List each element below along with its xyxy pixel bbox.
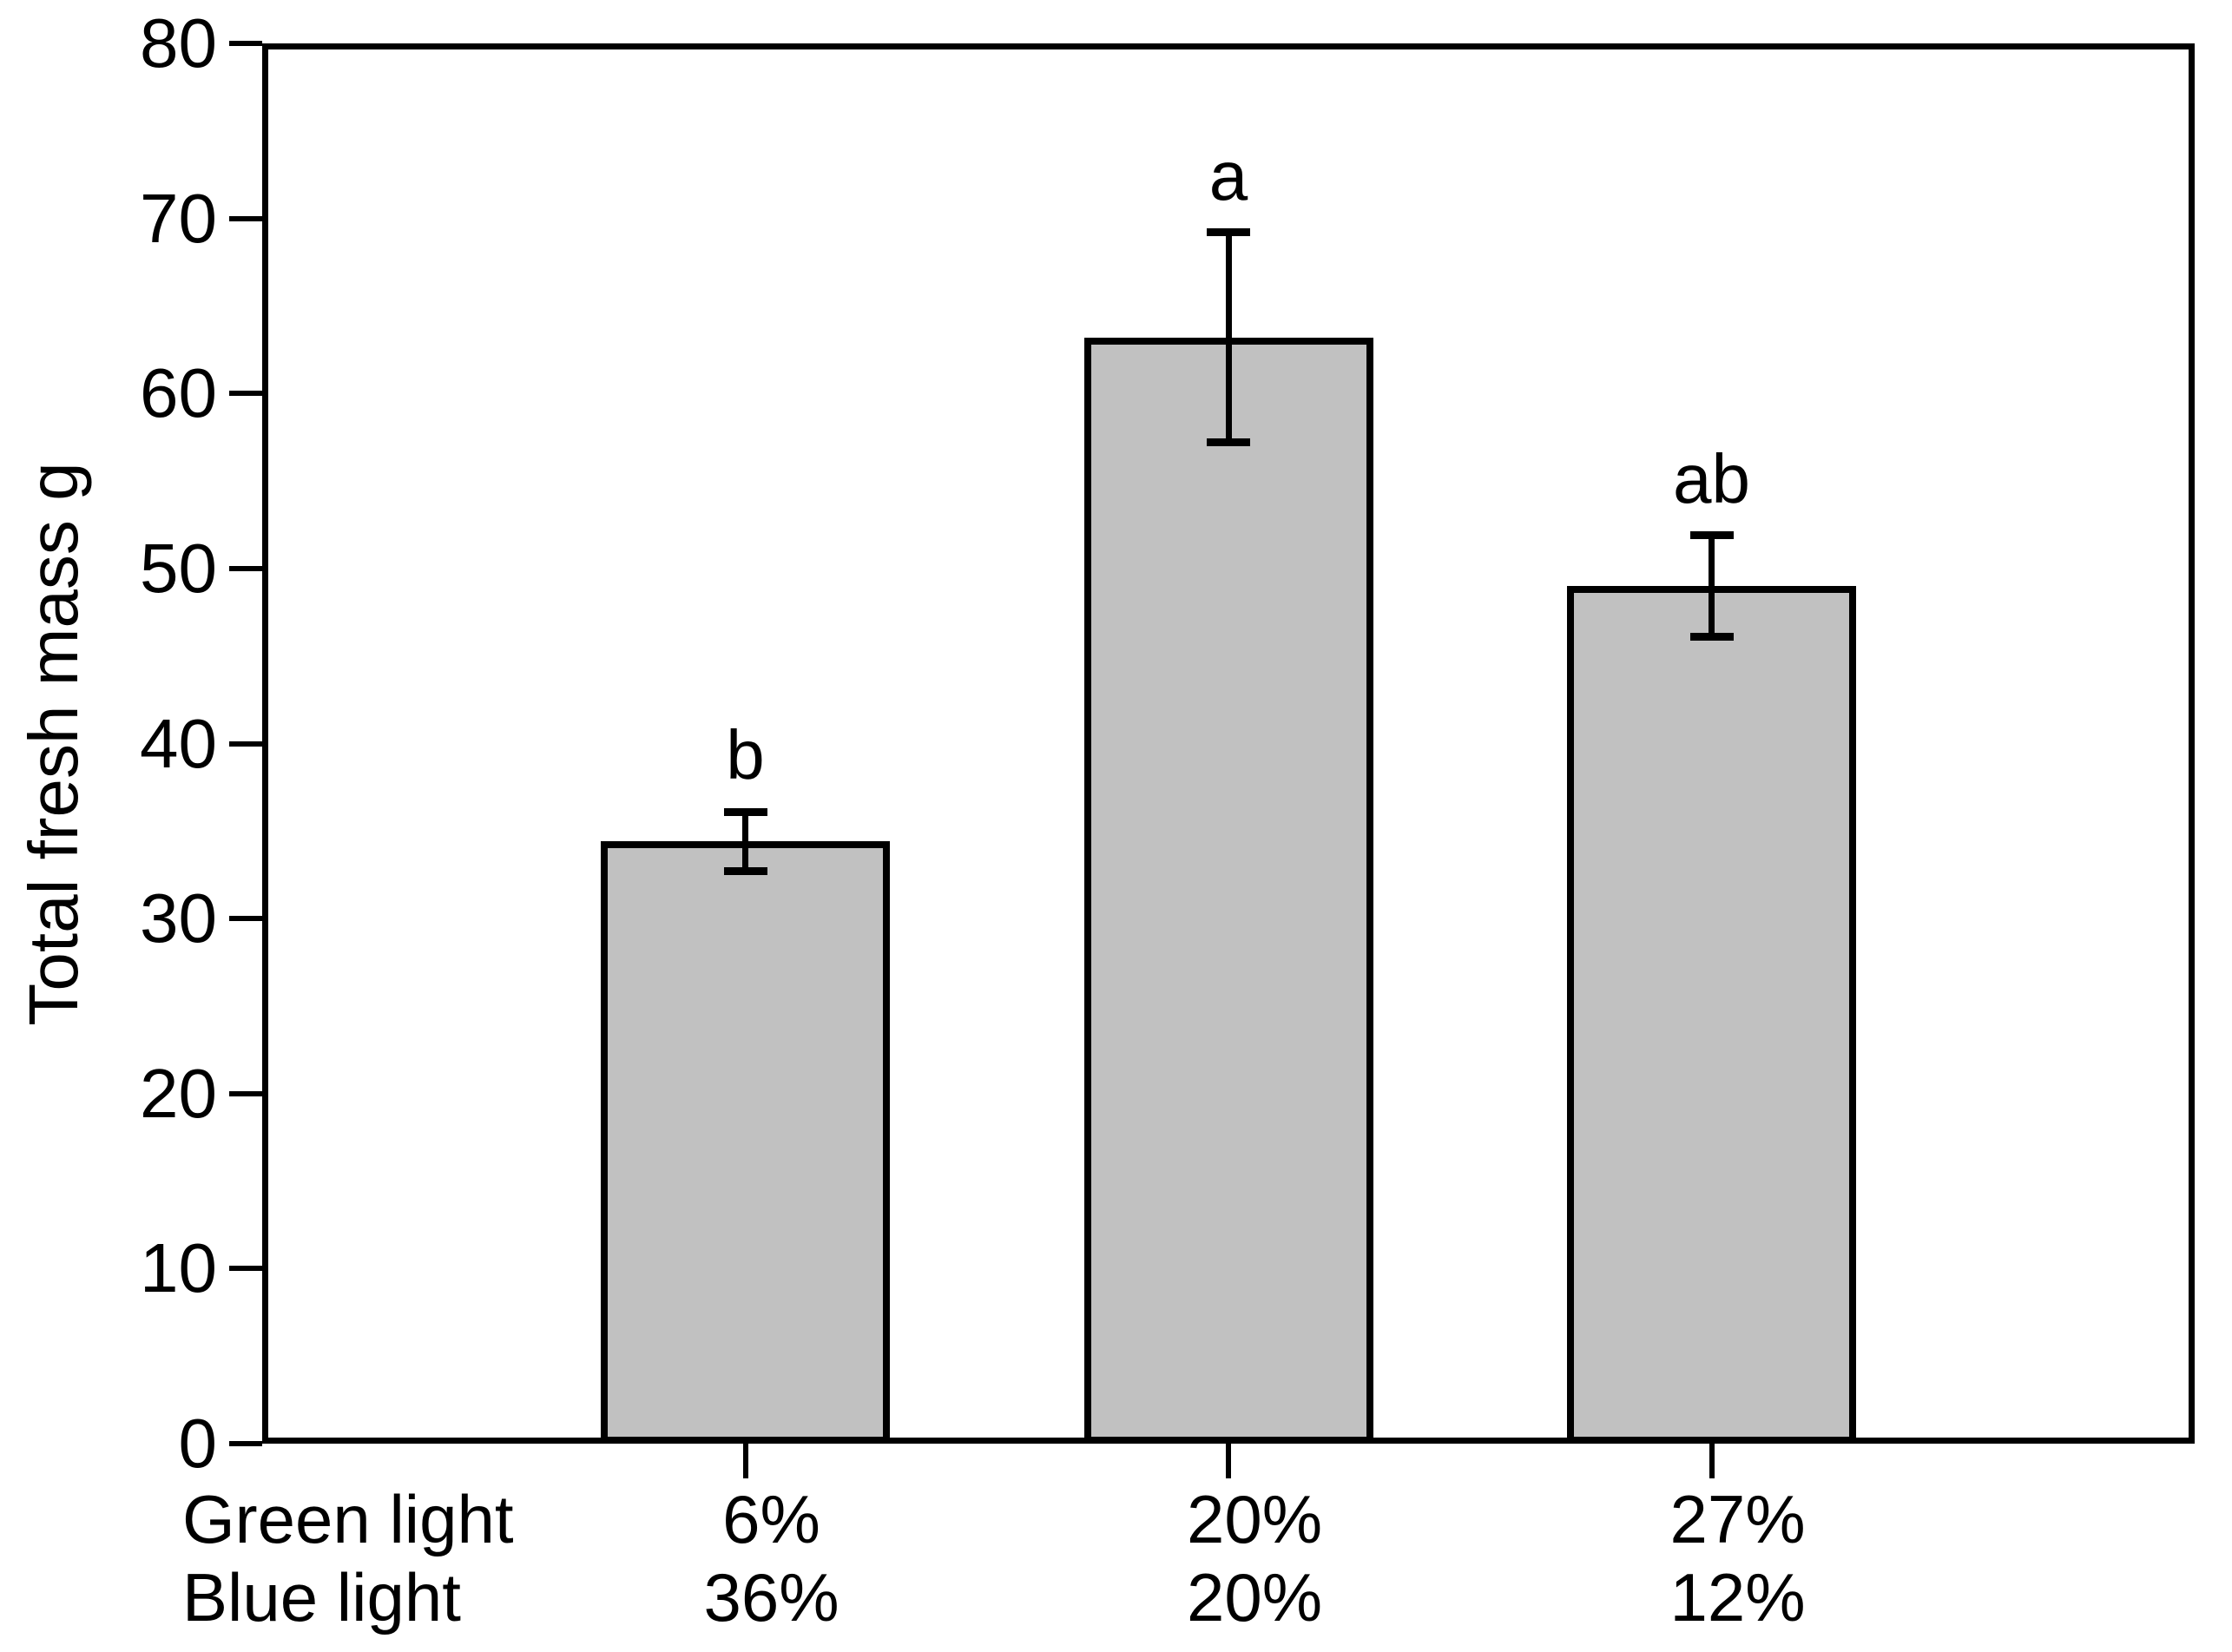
x-axis-tick	[742, 1444, 748, 1478]
bar	[601, 841, 890, 1444]
significance-letter: a	[1208, 136, 1248, 214]
x-axis-value: 20%	[1186, 1559, 1323, 1636]
y-axis-tick	[229, 1090, 262, 1096]
x-axis-row-label: Blue light	[182, 1559, 461, 1636]
x-axis-value: 36%	[703, 1559, 839, 1636]
error-bar-top-cap	[1207, 228, 1250, 237]
y-axis-tick	[229, 391, 262, 397]
y-axis-tick	[229, 41, 262, 46]
y-axis-tick	[229, 565, 262, 571]
y-axis-tick-label: 30	[140, 879, 217, 958]
x-axis-value: 12%	[1669, 1559, 1806, 1636]
y-axis-tick	[229, 215, 262, 221]
error-bar	[742, 812, 748, 872]
error-bar-bottom-cap	[723, 867, 767, 876]
bar	[1083, 337, 1373, 1444]
y-axis-tick	[229, 740, 262, 747]
y-axis-tick	[229, 1266, 262, 1272]
y-axis-tick	[229, 1441, 262, 1446]
error-bar-bottom-cap	[1689, 633, 1734, 641]
error-bar	[1225, 232, 1232, 443]
y-axis-tick-label: 40	[140, 704, 217, 782]
significance-letter: ab	[1673, 439, 1750, 517]
y-axis-tick-label: 50	[140, 529, 217, 607]
error-bar-top-cap	[1689, 531, 1734, 540]
y-axis-tick	[229, 916, 262, 922]
x-axis-row-label: Green light	[182, 1481, 514, 1557]
significance-letter: b	[726, 716, 765, 794]
y-axis-tick-label: 20	[140, 1054, 217, 1132]
error-bar-bottom-cap	[1207, 438, 1250, 447]
error-bar-top-cap	[723, 807, 767, 816]
x-axis-value: 20%	[1186, 1481, 1323, 1557]
y-axis-tick-label: 10	[140, 1229, 217, 1307]
bar	[1567, 586, 1856, 1444]
x-axis-value: 6%	[722, 1481, 820, 1557]
y-axis-tick-label: 80	[140, 4, 217, 82]
error-bar	[1709, 535, 1715, 637]
x-axis-value: 27%	[1669, 1481, 1806, 1557]
y-axis-tick-label: 70	[140, 179, 217, 257]
x-axis-tick	[1226, 1444, 1231, 1478]
y-axis-tick-label: 0	[178, 1405, 218, 1482]
y-axis-tick-label: 60	[140, 354, 217, 432]
x-axis-tick	[1709, 1444, 1715, 1478]
